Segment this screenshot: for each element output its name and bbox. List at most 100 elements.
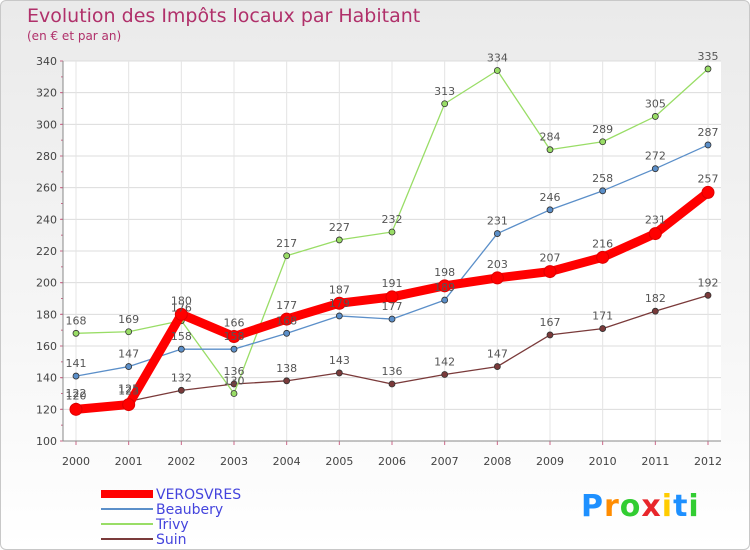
data-point-verosvres	[648, 227, 662, 241]
data-point-trivy	[230, 390, 238, 397]
data-label-trivy: 232	[382, 213, 403, 226]
data-point-beaubery	[388, 315, 396, 323]
y-tick-label: 240	[36, 213, 57, 226]
x-tick-label: 2004	[273, 455, 301, 468]
data-point-verosvres	[701, 185, 715, 199]
x-tick-label: 2003	[220, 455, 248, 468]
x-tick-label: 2005	[325, 455, 353, 468]
data-point-trivy	[388, 228, 396, 236]
x-tick-label: 2006	[378, 455, 406, 468]
x-tick-label: 2009	[536, 455, 564, 468]
logo-letter: i	[688, 489, 700, 524]
data-label-verosvres: 203	[487, 258, 508, 271]
data-label-trivy: 169	[118, 313, 139, 326]
y-tick-label: 120	[36, 403, 57, 416]
logo-letter: o	[619, 489, 642, 524]
data-point-beaubery	[230, 345, 238, 353]
data-label-suin: 192	[698, 276, 719, 289]
logo-letter: t	[673, 489, 689, 524]
data-label-trivy: 313	[434, 85, 455, 98]
y-tick-label: 340	[36, 55, 57, 68]
x-tick-label: 2011	[641, 455, 669, 468]
data-label-trivy: 335	[698, 50, 719, 63]
y-tick-label: 300	[36, 118, 57, 131]
data-label-verosvres: 120	[66, 389, 87, 402]
data-point-suin	[546, 331, 554, 339]
data-label-beaubery: 231	[487, 215, 508, 228]
data-point-trivy	[335, 236, 343, 244]
data-label-beaubery: 179	[329, 297, 350, 310]
data-label-suin: 136	[224, 365, 245, 378]
data-point-verosvres	[490, 271, 504, 285]
data-label-verosvres: 216	[592, 237, 613, 250]
data-point-verosvres	[385, 290, 399, 304]
data-point-suin	[599, 325, 607, 332]
data-point-beaubery	[283, 329, 291, 337]
x-tick-label: 2001	[115, 455, 143, 468]
data-point-beaubery	[493, 230, 501, 237]
data-point-beaubery	[125, 363, 133, 370]
legend-label-trivy: Trivy	[155, 517, 189, 533]
data-label-suin: 138	[276, 362, 297, 375]
data-label-beaubery: 189	[434, 281, 455, 294]
x-tick-label: 2000	[62, 455, 90, 468]
data-point-verosvres	[227, 330, 241, 343]
data-label-trivy: 217	[276, 237, 297, 250]
data-point-suin	[388, 380, 396, 388]
data-point-verosvres	[280, 312, 294, 326]
data-point-beaubery	[177, 345, 185, 353]
data-point-trivy	[651, 113, 659, 120]
data-point-trivy	[283, 252, 291, 260]
data-point-beaubery	[599, 187, 607, 195]
data-point-verosvres	[69, 402, 83, 416]
data-point-suin	[493, 363, 501, 370]
data-point-trivy	[493, 67, 501, 74]
data-label-suin: 125	[118, 382, 139, 395]
data-point-suin	[441, 371, 449, 378]
data-label-trivy: 176	[171, 302, 192, 315]
data-label-suin: 143	[329, 354, 350, 367]
data-point-verosvres	[174, 307, 188, 321]
y-tick-label: 140	[36, 372, 57, 385]
x-tick-label: 2010	[589, 455, 617, 468]
data-label-trivy: 289	[592, 123, 613, 136]
data-point-beaubery	[546, 206, 554, 214]
x-tick-label: 2012	[694, 455, 722, 468]
x-tick-label: 2002	[167, 455, 195, 468]
data-label-suin: 132	[171, 371, 192, 384]
data-label-suin: 167	[540, 316, 561, 329]
data-label-verosvres: 180	[171, 294, 192, 307]
data-label-beaubery: 147	[118, 348, 139, 361]
data-label-suin: 142	[434, 356, 455, 369]
data-point-beaubery	[651, 165, 659, 173]
data-point-verosvres	[438, 279, 452, 293]
data-point-beaubery	[335, 312, 343, 320]
data-label-suin: 182	[645, 292, 666, 305]
proxiti-logo: Proxiti	[581, 489, 700, 524]
data-point-trivy	[72, 329, 80, 337]
data-point-beaubery	[72, 372, 80, 380]
data-label-suin: 147	[487, 348, 508, 361]
data-point-suin	[177, 386, 185, 394]
data-label-verosvres: 123	[118, 385, 139, 398]
data-label-verosvres: 207	[540, 252, 561, 265]
data-label-beaubery: 141	[66, 357, 87, 370]
data-label-trivy: 130	[224, 375, 245, 388]
data-label-beaubery: 177	[382, 300, 403, 313]
data-label-trivy: 305	[645, 97, 666, 110]
legend-label-verosvres: VEROSVRES	[156, 487, 241, 503]
data-label-suin: 171	[592, 310, 613, 323]
data-point-verosvres	[122, 398, 136, 412]
y-tick-label: 220	[36, 245, 57, 258]
data-label-trivy: 227	[329, 221, 350, 234]
data-point-trivy	[704, 65, 712, 73]
data-label-verosvres: 257	[698, 172, 719, 185]
data-point-beaubery	[441, 296, 449, 304]
y-tick-label: 260	[36, 182, 57, 195]
data-label-beaubery: 287	[698, 126, 719, 139]
y-tick-label: 200	[36, 277, 57, 290]
logo-letter: i	[661, 489, 674, 524]
data-label-trivy: 284	[540, 131, 561, 144]
x-tick-label: 2008	[483, 455, 511, 468]
